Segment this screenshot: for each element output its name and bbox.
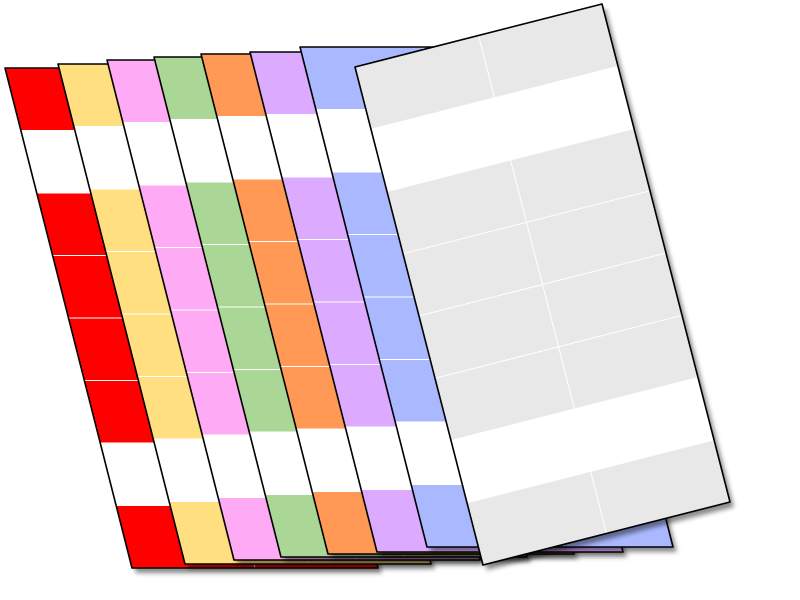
cards-layer [4,3,731,569]
card-gray [354,3,731,566]
card-gray-outline [354,3,731,566]
card-gray-column-line [478,35,607,534]
